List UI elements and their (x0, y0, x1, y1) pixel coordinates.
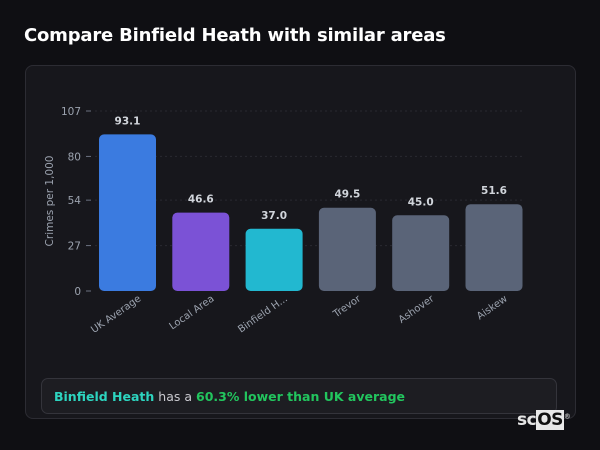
bar-local-area (172, 212, 230, 291)
bar-uk-average (99, 134, 156, 291)
data-label: 49.5 (334, 189, 360, 201)
x-tick-label: Binfield H... (236, 293, 290, 335)
data-label: 37.0 (261, 210, 287, 222)
y-tick-label: 0 (74, 286, 81, 298)
page-title: Compare Binfield Heath with similar area… (24, 25, 446, 46)
x-tick-label: UK Average (89, 293, 143, 335)
y-axis-label: Crimes per 1,000 (44, 156, 56, 247)
data-label: 51.6 (481, 185, 507, 197)
bar-binfield-h- (245, 228, 303, 291)
bar-trevor (318, 207, 376, 291)
scos-logo: scOS® (517, 410, 571, 430)
summary-comparison: 60.3% lower than UK average (196, 388, 405, 404)
bar-ashover (392, 215, 450, 291)
x-tick-label: Trevor (331, 293, 364, 321)
bar-aiskew (465, 204, 523, 291)
data-label: 46.6 (188, 194, 214, 206)
comparison-summary: Binfield Heath has a 60.3% lower than UK… (41, 378, 557, 414)
y-tick-label: 27 (68, 241, 81, 253)
data-label: 45.0 (408, 196, 434, 208)
x-tick-label: Local Area (168, 293, 217, 332)
x-tick-label: Aiskew (475, 293, 510, 322)
data-label: 93.1 (115, 115, 141, 127)
y-tick-label: 107 (61, 106, 81, 118)
y-tick-label: 54 (68, 195, 82, 207)
summary-connector: has a (158, 388, 193, 404)
y-tick-label: 80 (68, 151, 81, 163)
x-tick-label: Ashover (397, 293, 437, 326)
summary-area: Binfield Heath (54, 388, 155, 404)
